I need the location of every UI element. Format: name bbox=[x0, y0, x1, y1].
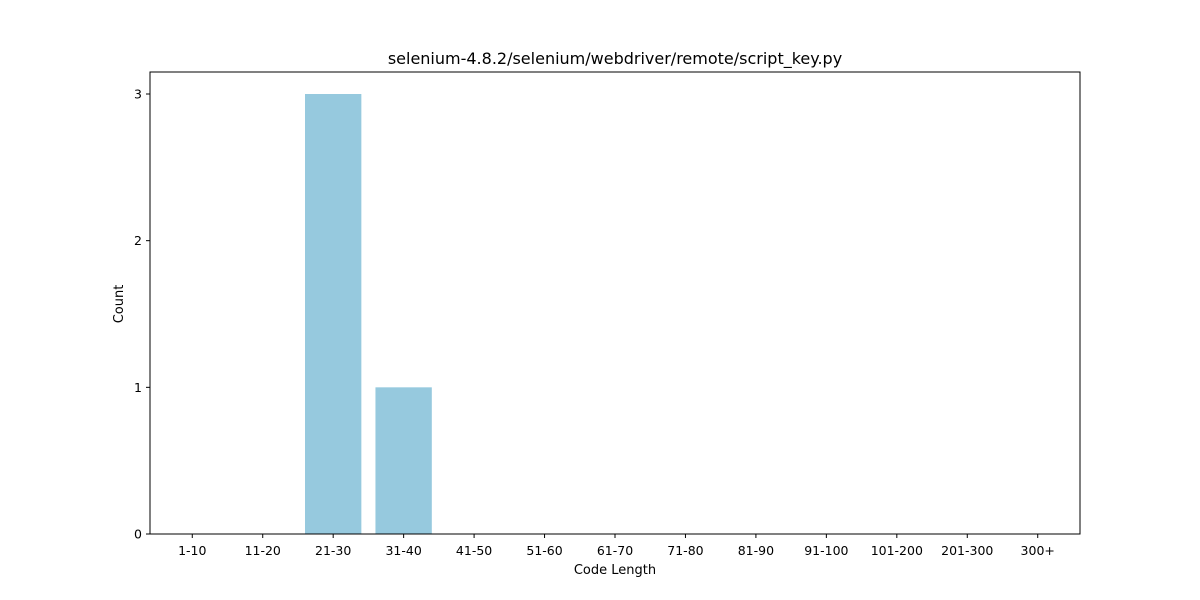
x-tick-label: 11-20 bbox=[245, 543, 281, 558]
y-tick-label: 2 bbox=[134, 233, 142, 248]
x-tick-label: 201-300 bbox=[941, 543, 993, 558]
x-tick-label: 300+ bbox=[1021, 543, 1055, 558]
y-axis-label: Count bbox=[112, 285, 127, 324]
plot-area-frame bbox=[149, 71, 1081, 535]
x-tick-label: 101-200 bbox=[871, 543, 923, 558]
x-tick-label: 81-90 bbox=[738, 543, 774, 558]
x-tick-label: 61-70 bbox=[597, 543, 633, 558]
x-tick-label: 41-50 bbox=[456, 543, 492, 558]
y-axis: 0 1 2 3 bbox=[134, 87, 150, 542]
bars-layer bbox=[305, 94, 432, 534]
y-tick-label: 0 bbox=[134, 527, 142, 542]
y-tick-label: 3 bbox=[134, 87, 142, 102]
x-tick-label: 31-40 bbox=[385, 543, 421, 558]
bar-21-30 bbox=[305, 94, 362, 534]
x-tick-label: 1-10 bbox=[178, 543, 206, 558]
x-axis-label: Code Length bbox=[574, 563, 656, 578]
chart-title: selenium-4.8.2/selenium/webdriver/remote… bbox=[388, 49, 842, 69]
x-tick-label: 51-60 bbox=[526, 543, 562, 558]
x-axis: 1-10 11-20 21-30 31-40 41-50 51-60 61-70 71-80 8… bbox=[178, 534, 1055, 558]
y-tick-label: 1 bbox=[134, 380, 142, 395]
x-tick-label: 21-30 bbox=[315, 543, 351, 558]
bar-31-40 bbox=[375, 387, 432, 534]
x-tick-label: 91-100 bbox=[804, 543, 848, 558]
x-tick-label: 71-80 bbox=[667, 543, 703, 558]
